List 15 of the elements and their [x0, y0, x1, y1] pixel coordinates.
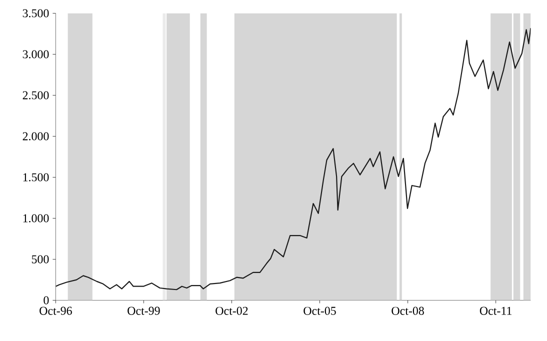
- y-tick-label: 3.000: [22, 50, 49, 58]
- y-tick-label: 2.000: [22, 132, 49, 140]
- y-tick-label: 0: [44, 296, 49, 304]
- x-tick-label: Oct-08: [392, 306, 424, 315]
- y-tick-label: 1.000: [23, 214, 49, 222]
- x-tick-label: Oct-99: [128, 306, 160, 315]
- y-tick-label: 2.500: [22, 91, 49, 100]
- line-series: [56, 27, 531, 290]
- x-tick-label: Oct-11: [480, 306, 512, 315]
- x-tick-label: Oct-02: [216, 306, 248, 315]
- x-tick-label: Oct-96: [40, 306, 72, 315]
- y-tick-label: 500: [32, 255, 49, 264]
- y-tick-label: 1.500: [23, 173, 49, 182]
- y-tick-label: 3.500: [22, 9, 49, 18]
- x-tick-label: Oct-05: [304, 306, 336, 315]
